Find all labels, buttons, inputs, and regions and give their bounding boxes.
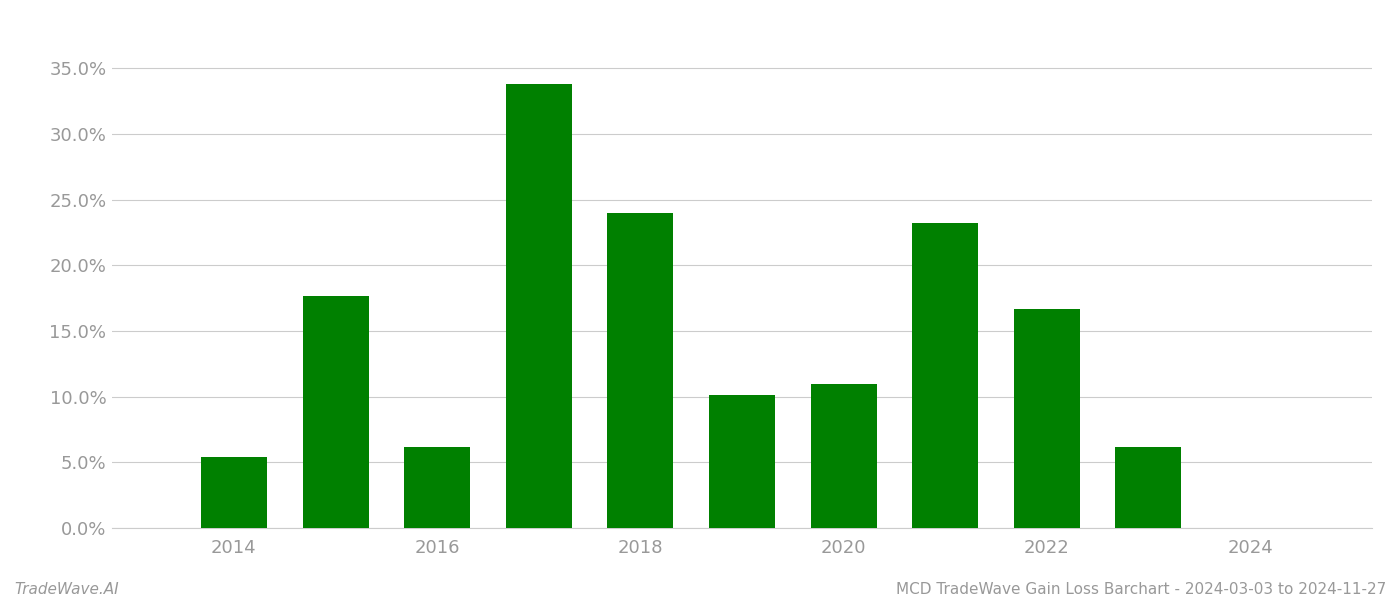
- Bar: [608, 213, 673, 528]
- Bar: [202, 457, 267, 528]
- Bar: [505, 84, 571, 528]
- Bar: [405, 446, 470, 528]
- Text: MCD TradeWave Gain Loss Barchart - 2024-03-03 to 2024-11-27: MCD TradeWave Gain Loss Barchart - 2024-…: [896, 582, 1386, 597]
- Bar: [913, 223, 979, 528]
- Text: TradeWave.AI: TradeWave.AI: [14, 582, 119, 597]
- Bar: [708, 395, 776, 528]
- Bar: [302, 296, 368, 528]
- Bar: [1116, 446, 1182, 528]
- Bar: [1014, 308, 1079, 528]
- Bar: [811, 383, 876, 528]
